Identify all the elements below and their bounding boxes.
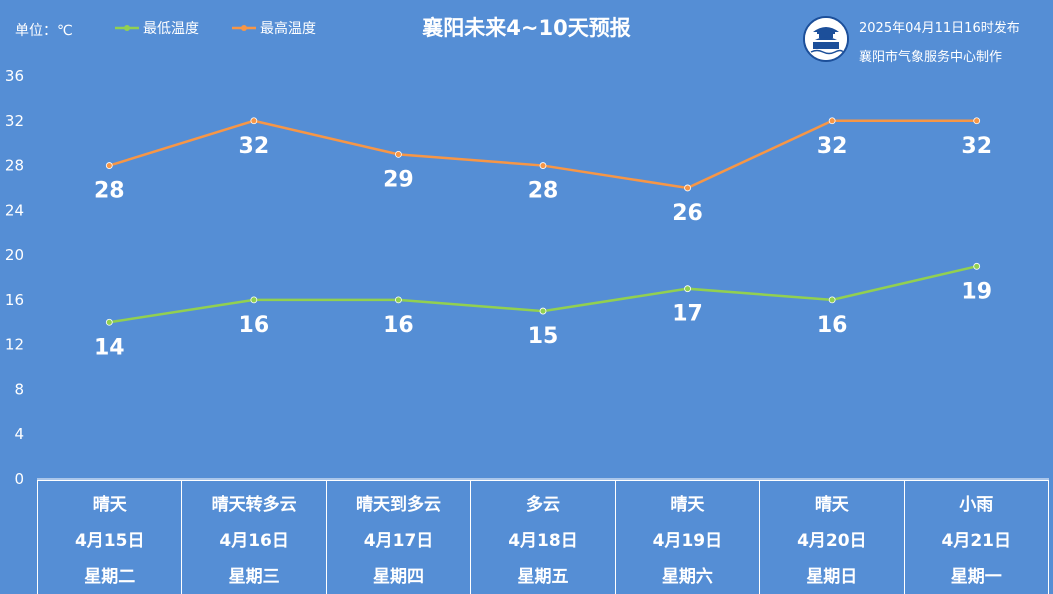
day-date: 4月18日 xyxy=(508,530,578,551)
data-point xyxy=(828,296,836,304)
weather-bureau-logo xyxy=(803,16,849,62)
y-tick-label: 28 xyxy=(5,157,24,175)
data-point xyxy=(973,262,981,270)
day-weather: 晴天 xyxy=(92,495,127,516)
data-point xyxy=(539,162,547,169)
day-weekday: 星期三 xyxy=(228,566,280,587)
data-point xyxy=(539,307,547,315)
y-tick-label: 32 xyxy=(5,112,24,130)
chart-title: 襄阳未来4~10天预报 xyxy=(422,16,631,40)
data-label: 28 xyxy=(528,179,559,204)
y-tick-label: 4 xyxy=(14,425,24,443)
day-date: 4月16日 xyxy=(219,530,289,551)
y-tick-label: 36 xyxy=(5,67,24,85)
legend-marker xyxy=(241,25,247,31)
day-date: 4月21日 xyxy=(941,530,1011,551)
y-tick-label: 20 xyxy=(5,246,24,264)
data-point xyxy=(684,285,691,293)
data-label: 26 xyxy=(672,201,703,226)
day-column: 晴天转多云 4月16日 星期三 xyxy=(182,481,327,594)
data-label: 32 xyxy=(817,134,848,159)
data-point xyxy=(395,296,402,304)
data-label: 29 xyxy=(383,167,414,192)
data-point xyxy=(395,150,402,158)
day-weather: 晴天 xyxy=(670,495,705,516)
day-column: 晴天 4月20日 星期日 xyxy=(760,481,905,594)
data-point xyxy=(250,117,258,125)
day-weather: 晴天到多云 xyxy=(356,495,442,516)
legend-marker xyxy=(124,25,130,31)
legend-label: 最低温度 xyxy=(143,21,199,37)
y-tick-label: 16 xyxy=(5,291,24,309)
day-weekday: 星期四 xyxy=(373,566,425,587)
y-tick-label: 24 xyxy=(5,201,24,219)
day-column: 晴天 4月19日 星期六 xyxy=(616,481,761,594)
data-label: 16 xyxy=(239,313,270,338)
data-label: 17 xyxy=(672,302,703,327)
day-date: 4月19日 xyxy=(652,530,723,551)
legend-label: 最高温度 xyxy=(260,20,316,37)
data-label: 32 xyxy=(961,134,992,159)
day-weekday: 星期二 xyxy=(84,566,136,587)
day-column: 小雨 4月21日 星期一 xyxy=(905,481,1048,594)
data-label: 28 xyxy=(94,179,125,204)
data-point xyxy=(250,296,258,304)
day-weekday: 星期六 xyxy=(661,566,713,587)
pavilion-icon xyxy=(805,18,847,60)
day-weather: 晴天转多云 xyxy=(211,495,297,516)
day-date: 4月20日 xyxy=(797,530,867,551)
day-date: 4月15日 xyxy=(74,530,145,551)
y-tick-label: 0 xyxy=(14,470,24,488)
data-point xyxy=(973,117,981,125)
day-column: 晴天到多云 4月17日 星期四 xyxy=(327,481,472,594)
y-tick-label: 12 xyxy=(5,336,24,354)
data-label: 14 xyxy=(94,335,125,360)
day-column: 晴天 4月15日 星期二 xyxy=(38,481,183,594)
day-weather: 多云 xyxy=(525,495,560,516)
data-point xyxy=(828,117,836,125)
issuer: 襄阳市气象服务中心制作 xyxy=(859,50,1003,65)
data-label: 19 xyxy=(961,279,992,304)
data-label: 16 xyxy=(817,313,848,338)
data-point xyxy=(105,318,113,326)
data-label: 15 xyxy=(528,324,559,349)
data-point xyxy=(105,162,113,169)
day-column: 多云 4月18日 星期五 xyxy=(471,481,616,594)
data-point xyxy=(684,184,691,192)
issue-time: 2025年04月11日16时发布 xyxy=(859,21,1020,36)
day-weather: 小雨 xyxy=(959,495,994,516)
unit-label: 单位：℃ xyxy=(15,23,73,39)
data-label: 32 xyxy=(239,134,270,159)
day-weather: 晴天 xyxy=(814,495,849,516)
day-weekday: 星期五 xyxy=(517,566,569,587)
day-weekday: 星期一 xyxy=(950,566,1002,587)
day-date: 4月17日 xyxy=(363,530,434,551)
day-weekday: 星期日 xyxy=(806,566,858,587)
data-label: 16 xyxy=(383,313,414,338)
y-tick-label: 8 xyxy=(14,380,24,398)
daily-forecast-table: 晴天 4月15日 星期二 晴天转多云 4月16日 星期三 晴天到多云 4月17日… xyxy=(37,480,1049,594)
